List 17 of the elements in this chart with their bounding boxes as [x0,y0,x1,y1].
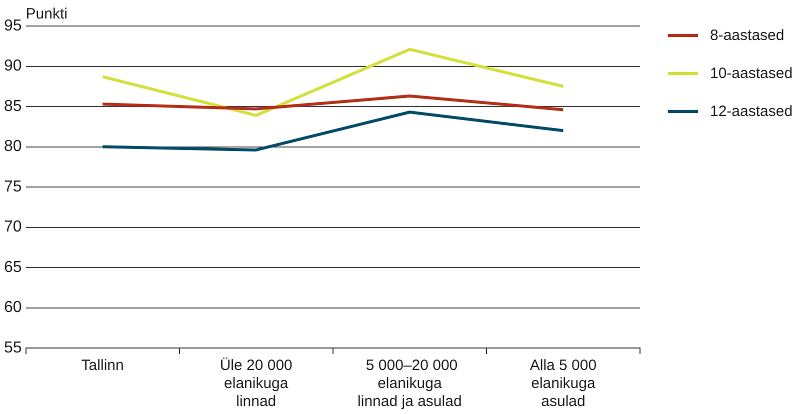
y-tick-label: 95 [4,17,22,34]
y-tick-label: 60 [4,299,22,316]
y-tick-label: 55 [4,339,22,356]
y-tick-label: 85 [4,98,22,115]
x-tick-label: 5 000–20 000 elanikuga linnad ja asulad [358,357,462,410]
y-axis-title: Punkti [26,6,68,23]
y-tick-label: 65 [4,258,22,276]
y-tick-label: 75 [4,178,22,196]
x-tick-label: Üle 20 000 elanikuga linnad [220,357,292,410]
y-tick-label: 80 [4,138,22,156]
x-tick-label: Alla 5 000 elanikuga asulad [530,357,597,410]
y-tick-label: 70 [4,218,22,236]
x-tick-label: Tallinn [81,357,124,374]
legend-label: 8-aastased [710,27,784,44]
legend-label: 12-aastased [710,103,793,120]
y-tick-label: 90 [4,58,22,75]
legend-label: 10-aastased [710,65,793,82]
